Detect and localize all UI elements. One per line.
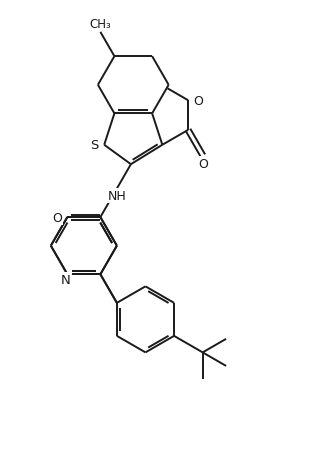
Text: O: O	[193, 95, 203, 107]
Text: CH₃: CH₃	[90, 18, 111, 31]
Text: O: O	[52, 211, 62, 224]
Text: NH: NH	[108, 189, 126, 202]
Text: S: S	[91, 139, 99, 152]
Text: O: O	[198, 158, 208, 170]
Text: N: N	[61, 274, 71, 287]
